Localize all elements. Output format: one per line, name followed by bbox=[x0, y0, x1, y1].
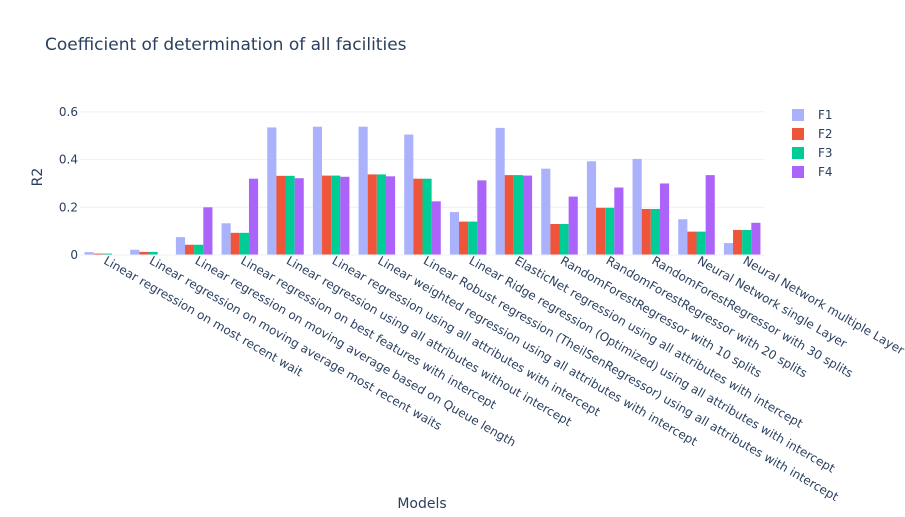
bar-f4-4[interactable] bbox=[294, 178, 304, 255]
bar-f2-1[interactable] bbox=[139, 251, 149, 255]
bar-f1-10[interactable] bbox=[541, 168, 551, 255]
legend-label-f4: F4 bbox=[818, 165, 833, 179]
bar-f2-4[interactable] bbox=[276, 175, 286, 255]
bar-f1-12[interactable] bbox=[632, 158, 642, 255]
bar-f2-10[interactable] bbox=[550, 224, 560, 255]
bar-f3-14[interactable] bbox=[742, 229, 752, 255]
bar-f4-10[interactable] bbox=[568, 196, 578, 255]
bar-f2-0[interactable] bbox=[93, 253, 103, 255]
bar-f1-2[interactable] bbox=[175, 237, 186, 255]
bar-f4-3[interactable] bbox=[248, 178, 259, 255]
bar-f4-7[interactable] bbox=[431, 201, 441, 255]
bar-f2-9[interactable] bbox=[504, 175, 514, 255]
bar-f2-6[interactable] bbox=[367, 174, 377, 255]
bar-f2-7[interactable] bbox=[413, 178, 423, 255]
bar-f1-9[interactable] bbox=[495, 127, 505, 255]
bar-f2-8[interactable] bbox=[459, 221, 469, 255]
legend-swatch-f2[interactable] bbox=[792, 128, 804, 140]
bar-f2-12[interactable] bbox=[641, 208, 651, 255]
y-tick-label: 0.2 bbox=[59, 200, 78, 214]
bar-f2-13[interactable] bbox=[687, 231, 697, 255]
bar-f1-3[interactable] bbox=[221, 223, 231, 255]
bar-f4-12[interactable] bbox=[659, 183, 670, 255]
legend-label-f2: F2 bbox=[818, 127, 833, 141]
bar-f3-1[interactable] bbox=[148, 251, 158, 255]
bar-f3-4[interactable] bbox=[285, 175, 295, 255]
bar-f1-1[interactable] bbox=[130, 249, 140, 255]
y-tick-label: 0.6 bbox=[59, 105, 78, 119]
bar-f1-6[interactable] bbox=[358, 126, 368, 255]
bar-f4-8[interactable] bbox=[477, 180, 487, 255]
bar-f1-4[interactable] bbox=[267, 127, 277, 255]
bar-f3-3[interactable] bbox=[239, 232, 249, 255]
bar-f3-7[interactable] bbox=[422, 178, 432, 255]
bar-f4-6[interactable] bbox=[385, 176, 396, 255]
legend-swatch-f1[interactable] bbox=[792, 109, 804, 121]
legend-swatch-f4[interactable] bbox=[792, 166, 804, 178]
legend-label-f3: F3 bbox=[818, 146, 833, 160]
bar-f2-11[interactable] bbox=[596, 207, 606, 255]
y-axis-ticks: 0 0.2 0.4 0.6 bbox=[59, 105, 78, 262]
y-tick-label: 0 bbox=[70, 248, 78, 262]
bar-f3-11[interactable] bbox=[605, 207, 615, 255]
bar-f3-10[interactable] bbox=[559, 224, 569, 255]
bar-f3-9[interactable] bbox=[513, 175, 523, 255]
bar-f1-7[interactable] bbox=[404, 134, 414, 255]
bar-f2-14[interactable] bbox=[733, 229, 743, 255]
bar-f1-8[interactable] bbox=[449, 212, 460, 255]
bar-f1-11[interactable] bbox=[586, 161, 597, 255]
bar-f2-5[interactable] bbox=[322, 175, 332, 255]
bar-f3-13[interactable] bbox=[696, 231, 706, 255]
bar-f4-13[interactable] bbox=[705, 175, 715, 255]
bar-f3-8[interactable] bbox=[468, 221, 478, 255]
y-tick-label: 0.4 bbox=[59, 153, 78, 167]
bar-f3-6[interactable] bbox=[376, 174, 386, 255]
bar-f4-11[interactable] bbox=[614, 187, 624, 255]
legend-swatch-f3[interactable] bbox=[792, 147, 804, 159]
bar-f1-13[interactable] bbox=[678, 219, 688, 255]
chart-title: Coefficient of determination of all faci… bbox=[45, 35, 407, 55]
bar-f3-12[interactable] bbox=[650, 208, 660, 255]
bar-f4-9[interactable] bbox=[522, 175, 533, 255]
bar-f2-2[interactable] bbox=[185, 244, 195, 255]
bar-f1-14[interactable] bbox=[723, 243, 734, 255]
y-axis-title: R2 bbox=[30, 168, 46, 187]
legend: F1 F2 F3 F4 bbox=[792, 108, 833, 179]
bar-f3-5[interactable] bbox=[331, 175, 341, 255]
bar-f4-5[interactable] bbox=[340, 176, 350, 255]
bar-f1-0[interactable] bbox=[84, 252, 94, 255]
bar-f3-0[interactable] bbox=[102, 253, 112, 255]
legend-label-f1: F1 bbox=[818, 108, 833, 122]
x-axis-title: Models bbox=[397, 496, 446, 512]
bars bbox=[80, 126, 765, 256]
bar-f2-3[interactable] bbox=[230, 232, 240, 255]
bar-f4-2[interactable] bbox=[203, 207, 213, 255]
bar-f4-14[interactable] bbox=[751, 222, 761, 255]
bar-f3-2[interactable] bbox=[194, 244, 204, 255]
bar-f1-5[interactable] bbox=[312, 126, 323, 255]
